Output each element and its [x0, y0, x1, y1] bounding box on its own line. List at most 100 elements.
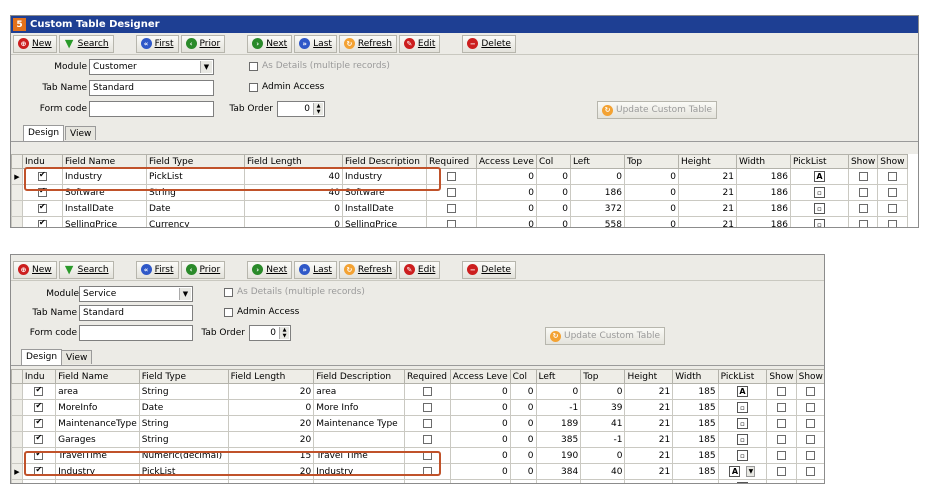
last-button[interactable]: » Last	[294, 34, 337, 53]
show-cell[interactable]	[795, 399, 824, 416]
access-level-cell[interactable]: 0	[449, 383, 511, 400]
column-header-indu[interactable]: Indu	[21, 369, 57, 384]
picklist-cell[interactable]: A ▼	[717, 463, 768, 480]
column-header-access-leve[interactable]: Access Leve	[476, 154, 537, 169]
field-type-cell[interactable]: Date	[138, 399, 229, 416]
column-header-access-leve[interactable]: Access Leve	[449, 369, 511, 384]
indu-checkbox[interactable]	[38, 186, 47, 197]
field-name-cell[interactable]: Software	[62, 184, 147, 201]
access-level-cell[interactable]: 0	[449, 479, 511, 483]
left-cell[interactable]: 385	[535, 431, 582, 448]
height-cell[interactable]: 0	[624, 479, 674, 483]
picklist-cell[interactable]: ▫	[789, 184, 849, 201]
show-checkbox[interactable]	[806, 482, 816, 483]
show-checkbox[interactable]	[806, 418, 816, 428]
width-cell[interactable]: 185	[672, 399, 719, 416]
show-checkbox[interactable]	[776, 386, 786, 396]
show-cell[interactable]	[766, 399, 797, 416]
field-type-cell[interactable]: String	[138, 415, 229, 432]
access-level-cell[interactable]: 0	[476, 200, 537, 217]
top-cell[interactable]: 0	[580, 383, 626, 400]
last-button[interactable]: » Last	[294, 260, 337, 279]
spinner-arrows-icon[interactable]: ▲ ▼	[279, 327, 289, 339]
as-details-checkbox-row[interactable]: As Details (multiple records)	[249, 61, 390, 71]
picklist-cell[interactable]: A	[789, 168, 849, 185]
field-description-cell[interactable]: Industry	[342, 168, 427, 185]
column-header-field-name[interactable]: Field Name	[62, 154, 147, 169]
top-cell[interactable]: 0	[580, 479, 626, 483]
field-name-cell[interactable]: Industry	[62, 168, 147, 185]
column-header-top[interactable]: Top	[580, 369, 626, 384]
field-length-cell[interactable]: 20	[227, 479, 315, 483]
access-level-cell[interactable]: 0	[449, 431, 511, 448]
first-button[interactable]: «First	[135, 34, 179, 53]
show-checkbox[interactable]	[858, 171, 868, 181]
picklist-editor-icon[interactable]: ▫	[736, 434, 748, 445]
field-length-cell[interactable]: 0	[244, 200, 343, 217]
show-cell[interactable]	[766, 479, 797, 483]
col-cell[interactable]: 0	[535, 200, 571, 217]
column-header-required[interactable]: Required	[403, 369, 451, 384]
search-button[interactable]: ▼ Search	[58, 34, 114, 53]
column-header-col[interactable]: Col	[509, 369, 537, 384]
width-cell[interactable]: 186	[735, 184, 791, 201]
picklist-editor-icon[interactable]: ▫	[813, 203, 825, 214]
required-checkbox[interactable]	[422, 386, 432, 396]
field-name-cell[interactable]: SellingPrice	[62, 216, 147, 227]
next-button[interactable]: › Next	[247, 260, 293, 279]
top-cell[interactable]: 41	[580, 415, 626, 432]
column-header-height[interactable]: Height	[624, 369, 674, 384]
table-row[interactable]: ▶IndustryPickList20Industry003844021185A…	[11, 463, 824, 480]
form-code-input[interactable]	[89, 101, 214, 117]
required-checkbox[interactable]	[422, 466, 432, 476]
indu-checkbox[interactable]	[34, 465, 44, 476]
column-header-field-type[interactable]: Field Type	[146, 154, 245, 169]
required-cell[interactable]	[403, 479, 451, 483]
field-name-cell[interactable]: Industry	[55, 463, 140, 480]
required-checkbox[interactable]	[422, 418, 432, 428]
tab-order-spinner[interactable]: 0 ▲ ▼	[277, 101, 325, 117]
show-cell[interactable]	[877, 168, 908, 185]
required-checkbox[interactable]	[447, 171, 456, 181]
field-length-cell[interactable]: 20	[227, 415, 315, 432]
picklist-cell[interactable]: ▫	[789, 216, 849, 227]
tab-view[interactable]: View	[61, 350, 93, 364]
field-description-cell[interactable]: InstallDate	[342, 200, 427, 217]
field-description-cell[interactable]	[313, 431, 405, 448]
spinner-arrows-icon[interactable]: ▲ ▼	[313, 103, 323, 115]
picklist-editor-icon[interactable]: ▫	[813, 187, 825, 198]
first-button[interactable]: «First	[135, 260, 179, 279]
show-checkbox[interactable]	[806, 466, 816, 476]
top-cell[interactable]: 0	[623, 184, 679, 201]
show-checkbox[interactable]	[806, 450, 816, 460]
field-name-cell[interactable]: Garages	[55, 431, 140, 448]
show-checkbox[interactable]	[806, 386, 816, 396]
edit-button[interactable]: ✎ Edit	[398, 260, 441, 279]
indu-checkbox[interactable]	[38, 202, 47, 213]
required-cell[interactable]	[426, 200, 477, 217]
height-cell[interactable]: 21	[624, 415, 674, 432]
field-description-cell[interactable]: SellingPrice	[342, 216, 427, 227]
picklist-editor-icon[interactable]: A	[813, 171, 825, 182]
height-cell[interactable]: 21	[677, 168, 737, 185]
show-checkbox[interactable]	[858, 203, 868, 213]
field-type-cell[interactable]: Currency	[146, 216, 245, 227]
show-checkbox[interactable]	[858, 219, 868, 227]
show-cell[interactable]	[795, 447, 824, 464]
column-header-top[interactable]: Top	[623, 154, 679, 169]
column-header-indu[interactable]: Indu	[22, 154, 63, 169]
field-name-cell[interactable]: TravelTime	[55, 447, 140, 464]
height-cell[interactable]: 21	[677, 200, 737, 217]
tab-design[interactable]: Design	[23, 125, 65, 141]
field-length-cell[interactable]: 40	[244, 184, 343, 201]
required-cell[interactable]	[403, 447, 451, 464]
height-cell[interactable]: 21	[624, 399, 674, 416]
column-header-col[interactable]: Col	[535, 154, 571, 169]
refresh-button[interactable]: ↻ Refresh	[338, 260, 397, 279]
height-cell[interactable]: 21	[624, 431, 674, 448]
required-cell[interactable]	[426, 168, 477, 185]
required-cell[interactable]	[403, 383, 451, 400]
field-description-cell[interactable]: Travel Time	[313, 447, 405, 464]
